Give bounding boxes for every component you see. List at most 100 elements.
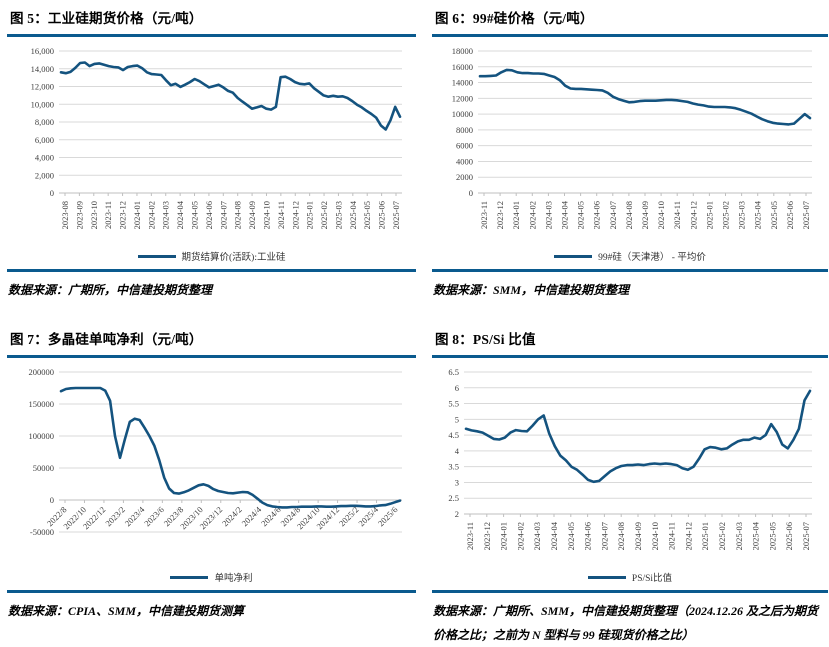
- figure-panel-8: 图 8：PS/Si 比值 2 2.5 3 3.5 4 4.5 5 5.5 6 6.5 2023-11…: [432, 326, 828, 647]
- svg-text:2,000: 2,000: [35, 170, 54, 180]
- svg-text:2024-12: 2024-12: [688, 201, 698, 229]
- svg-text:2024-10: 2024-10: [261, 201, 271, 229]
- svg-text:2024-06: 2024-06: [583, 522, 593, 550]
- svg-text:14000: 14000: [452, 78, 473, 88]
- svg-text:2025/6: 2025/6: [376, 504, 400, 528]
- svg-text:2024-09: 2024-09: [633, 522, 643, 550]
- svg-text:2023-12: 2023-12: [495, 201, 505, 229]
- line-chart-industrial-silicon-futures: 0 2,000 4,000 6,000 8,000 10,000 12,000 14,000 1…: [31, 46, 402, 229]
- svg-text:5: 5: [455, 414, 459, 424]
- svg-text:18000: 18000: [452, 46, 473, 56]
- figure-title: 图 8：PS/Si 比值: [435, 332, 536, 347]
- svg-text:2024-04: 2024-04: [175, 200, 185, 229]
- svg-text:2025-05: 2025-05: [769, 201, 779, 229]
- source-rule: [7, 590, 416, 593]
- svg-text:3.5: 3.5: [448, 462, 459, 472]
- svg-text:6: 6: [455, 383, 459, 393]
- svg-text:2023-11: 2023-11: [465, 522, 475, 550]
- svg-text:2024-03: 2024-03: [532, 522, 542, 550]
- svg-text:2025-01: 2025-01: [704, 201, 714, 229]
- svg-text:2023/6: 2023/6: [142, 504, 166, 528]
- legend-line-swatch: [137, 254, 176, 258]
- svg-text:2024-05: 2024-05: [576, 201, 586, 229]
- source-note: 数据来源：广期所、SMM，中信建投期货整理（2024.12.26 及之后为期货价…: [433, 604, 819, 642]
- svg-text:4.5: 4.5: [448, 430, 459, 440]
- svg-text:2024-03: 2024-03: [161, 201, 171, 229]
- svg-text:2024-04: 2024-04: [560, 200, 570, 229]
- svg-text:2024-02: 2024-02: [527, 201, 537, 229]
- svg-text:2025-07: 2025-07: [801, 201, 811, 229]
- svg-text:2024-12: 2024-12: [683, 522, 693, 550]
- svg-text:2025-07: 2025-07: [391, 201, 401, 229]
- figure-title: 图 7：多晶硅单吨净利（元/吨）: [10, 332, 203, 347]
- svg-text:2024/4: 2024/4: [239, 504, 263, 528]
- source-rule: [7, 269, 416, 272]
- svg-text:5.5: 5.5: [448, 399, 459, 409]
- svg-text:2.5: 2.5: [448, 493, 459, 503]
- line-chart-polysilicon-net-profit: -500000500001000001500002000002022/82022…: [29, 367, 402, 537]
- chart-legend: 期货结算价(活跃):工业硅: [7, 249, 416, 263]
- chart-legend: 99#硅（天津港） - 平均价: [432, 249, 828, 263]
- source-rule: [432, 269, 828, 272]
- svg-text:4: 4: [455, 446, 460, 456]
- svg-text:2024-07: 2024-07: [608, 201, 618, 229]
- figure-panel-5: 图 5：工业硅期货价格（元/吨） 0 2,000 4,000 6,000 8,000 10…: [7, 5, 416, 302]
- svg-text:2024-05: 2024-05: [566, 522, 576, 550]
- svg-text:2024-11: 2024-11: [672, 201, 682, 229]
- svg-text:2024-01: 2024-01: [132, 201, 142, 229]
- svg-text:0: 0: [469, 188, 473, 198]
- svg-text:2025-06: 2025-06: [784, 522, 794, 550]
- svg-text:2024-09: 2024-09: [247, 201, 257, 229]
- svg-text:2025-02: 2025-02: [717, 522, 727, 550]
- svg-text:2023-11: 2023-11: [479, 201, 489, 229]
- svg-text:2025-06: 2025-06: [377, 201, 387, 229]
- svg-text:14,000: 14,000: [31, 64, 54, 74]
- legend-label: PS/Si比值: [631, 574, 673, 584]
- svg-text:2023-08: 2023-08: [60, 201, 70, 229]
- source-note: 数据来源：广期所，中信建投期货整理: [8, 283, 213, 297]
- chart-area: 0 2000 4000 6000 8000 10000 12000 14000 16000 180…: [432, 37, 828, 269]
- title-rule: [7, 34, 416, 37]
- svg-text:2025-04: 2025-04: [753, 200, 763, 229]
- svg-text:2025-05: 2025-05: [767, 522, 777, 550]
- source-rule: [432, 590, 828, 593]
- svg-text:2024-12: 2024-12: [290, 201, 300, 229]
- legend-line-swatch: [587, 575, 626, 579]
- svg-text:2024-10: 2024-10: [656, 201, 666, 229]
- svg-text:2023-10: 2023-10: [89, 201, 99, 229]
- svg-text:2025-03: 2025-03: [734, 522, 744, 550]
- svg-text:2023-11: 2023-11: [103, 201, 113, 229]
- svg-text:2023-12: 2023-12: [482, 522, 492, 550]
- svg-text:2025-01: 2025-01: [700, 522, 710, 550]
- svg-text:150000: 150000: [29, 399, 55, 409]
- figure-panel-7: 图 7：多晶硅单吨净利（元/吨） -50000 0 50000 100000 15000…: [7, 326, 416, 647]
- line-chart-99-silicon-price: 0 2000 4000 6000 8000 10000 12000 14000 16000 180…: [452, 46, 812, 229]
- legend-label: 99#硅（天津港） - 平均价: [598, 253, 706, 263]
- svg-text:2024-10: 2024-10: [650, 522, 660, 550]
- legend-line-swatch: [170, 575, 209, 579]
- svg-text:2025-04: 2025-04: [348, 200, 358, 229]
- svg-text:2024-11: 2024-11: [667, 522, 677, 550]
- svg-text:12000: 12000: [452, 93, 473, 103]
- title-rule: [432, 34, 828, 37]
- svg-text:100000: 100000: [29, 431, 55, 441]
- svg-text:2024/2: 2024/2: [220, 504, 244, 528]
- svg-text:12,000: 12,000: [31, 82, 54, 92]
- svg-text:2024-09: 2024-09: [640, 201, 650, 229]
- svg-text:2024-07: 2024-07: [218, 201, 228, 229]
- svg-text:4000: 4000: [456, 156, 473, 166]
- svg-text:0: 0: [50, 188, 54, 198]
- svg-text:2024-04: 2024-04: [549, 521, 559, 550]
- figure-title: 图 5：工业硅期货价格（元/吨）: [10, 11, 203, 26]
- chart-area: 2 2.5 3 3.5 4 4.5 5 5.5 6 6.5 2023-11 2023-12 2024-0…: [432, 358, 828, 590]
- svg-text:2: 2: [455, 509, 459, 519]
- svg-text:3: 3: [455, 477, 459, 487]
- svg-text:2023/4: 2023/4: [123, 504, 147, 528]
- legend-label: 期货结算价(活跃):工业硅: [181, 253, 286, 263]
- chart-legend: PS/Si比值: [432, 570, 828, 584]
- svg-text:10000: 10000: [452, 109, 473, 119]
- svg-text:6000: 6000: [456, 141, 473, 151]
- svg-text:8000: 8000: [456, 125, 473, 135]
- chart-legend: 单吨净利: [7, 570, 416, 584]
